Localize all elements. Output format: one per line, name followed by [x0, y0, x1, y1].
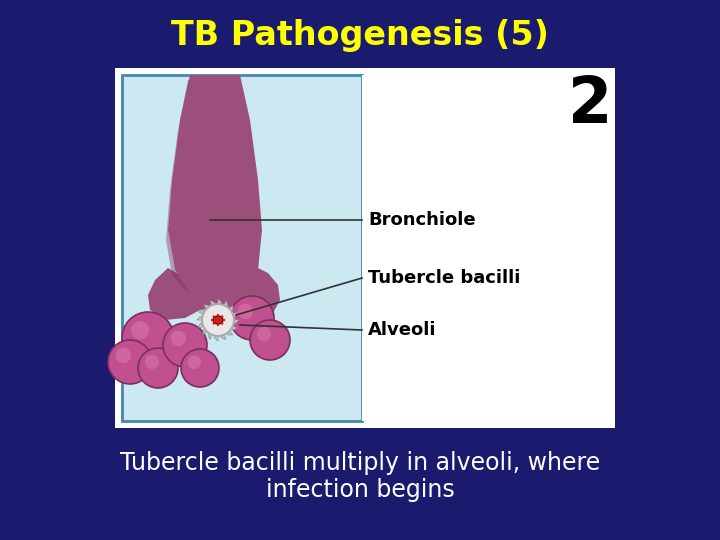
Circle shape	[221, 315, 223, 318]
Circle shape	[202, 304, 234, 336]
Polygon shape	[197, 316, 204, 320]
Text: TB Pathogenesis (5): TB Pathogenesis (5)	[171, 18, 549, 51]
Polygon shape	[215, 334, 218, 341]
Circle shape	[116, 348, 131, 363]
Text: infection begins: infection begins	[266, 478, 454, 502]
Polygon shape	[222, 333, 226, 340]
Polygon shape	[228, 305, 233, 310]
Circle shape	[217, 324, 219, 326]
Bar	[122, 75, 362, 421]
Circle shape	[212, 315, 215, 318]
Text: Tubercle bacilli multiply in alveoli, where: Tubercle bacilli multiply in alveoli, wh…	[120, 451, 600, 475]
Polygon shape	[218, 299, 222, 306]
Circle shape	[131, 321, 149, 339]
Text: 2: 2	[568, 74, 612, 136]
Polygon shape	[168, 75, 262, 295]
Circle shape	[222, 319, 225, 321]
Text: Bronchiole: Bronchiole	[368, 211, 476, 229]
Circle shape	[257, 327, 271, 341]
Polygon shape	[199, 323, 205, 328]
Circle shape	[217, 314, 219, 316]
Polygon shape	[166, 80, 190, 292]
Polygon shape	[208, 333, 212, 340]
Text: Tubercle bacilli: Tubercle bacilli	[368, 269, 521, 287]
Circle shape	[211, 319, 213, 321]
Circle shape	[122, 312, 174, 364]
Bar	[362, 75, 610, 421]
Ellipse shape	[213, 316, 223, 324]
Circle shape	[221, 322, 223, 325]
Polygon shape	[203, 330, 208, 335]
Circle shape	[250, 320, 290, 360]
Circle shape	[212, 322, 215, 325]
Polygon shape	[231, 312, 238, 316]
Polygon shape	[232, 320, 239, 323]
Polygon shape	[223, 301, 228, 307]
Polygon shape	[199, 310, 205, 315]
Polygon shape	[228, 330, 233, 335]
Circle shape	[181, 349, 219, 387]
Circle shape	[238, 303, 253, 319]
Polygon shape	[148, 268, 280, 320]
Circle shape	[163, 323, 207, 367]
Circle shape	[145, 355, 159, 369]
Polygon shape	[203, 305, 208, 310]
Circle shape	[108, 340, 152, 384]
Polygon shape	[210, 301, 215, 307]
Bar	[115, 68, 615, 428]
Text: Alveoli: Alveoli	[368, 321, 436, 339]
Circle shape	[171, 330, 186, 346]
Circle shape	[188, 356, 201, 369]
Circle shape	[138, 348, 178, 388]
Circle shape	[230, 296, 274, 340]
Polygon shape	[231, 326, 238, 330]
